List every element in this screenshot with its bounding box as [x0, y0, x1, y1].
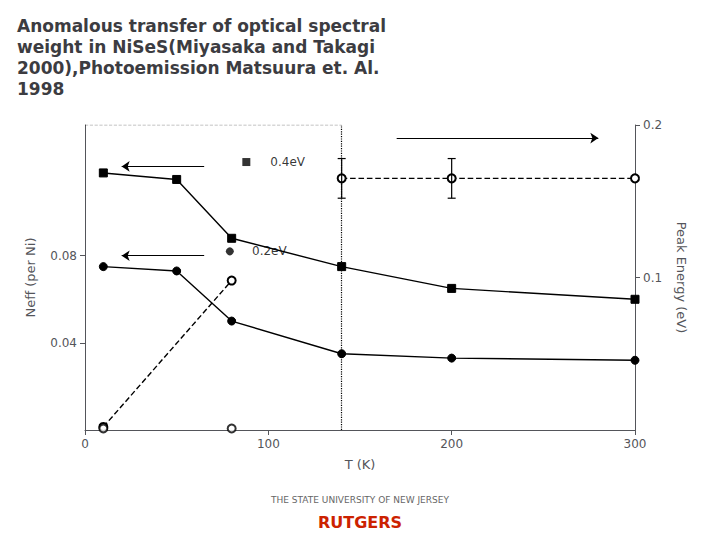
svg-text:0.1: 0.1	[643, 271, 662, 285]
svg-text:2000),Photoemission Matsuura e: 2000),Photoemission Matsuura et. Al.	[17, 58, 380, 78]
svg-text:Anomalous transfer of optical: Anomalous transfer of optical spectral	[17, 16, 386, 36]
svg-text:0: 0	[81, 437, 89, 451]
svg-text:0.08: 0.08	[50, 249, 77, 263]
svg-text:THE STATE UNIVERSITY OF NEW JE: THE STATE UNIVERSITY OF NEW JERSEY	[270, 495, 449, 505]
svg-text:0.04: 0.04	[50, 336, 77, 350]
svg-text:300: 300	[624, 437, 647, 451]
svg-text:Neff (per Ni): Neff (per Ni)	[23, 237, 38, 317]
svg-text:0.2: 0.2	[643, 118, 662, 132]
svg-text:100: 100	[257, 437, 280, 451]
svg-text:Peak Energy (eV): Peak Energy (eV)	[674, 222, 689, 334]
svg-text:T (K): T (K)	[344, 457, 376, 472]
svg-text:0.4eV: 0.4eV	[270, 155, 305, 169]
svg-text:RUTGERS: RUTGERS	[318, 513, 402, 532]
svg-text:weight in NiSeS(Miyasaka and T: weight in NiSeS(Miyasaka and Takagi	[17, 37, 375, 57]
svg-text:0.2eV: 0.2eV	[252, 244, 287, 258]
svg-text:1998: 1998	[17, 79, 64, 99]
svg-text:200: 200	[440, 437, 463, 451]
